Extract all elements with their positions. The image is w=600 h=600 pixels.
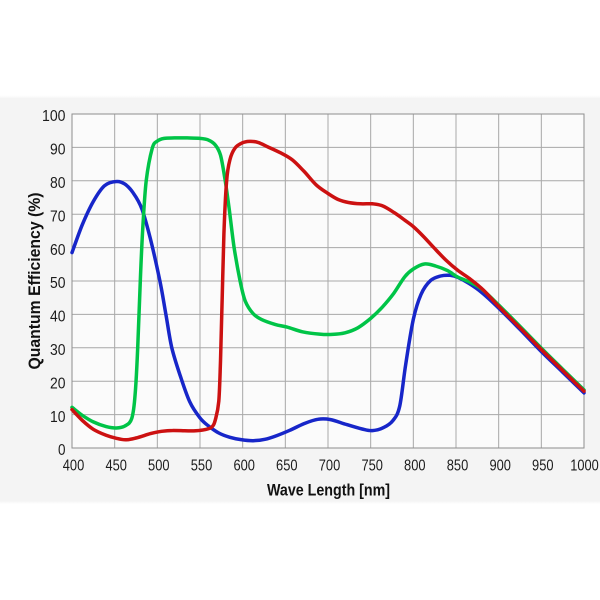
svg-text:1000: 1000	[570, 458, 599, 475]
svg-text:750: 750	[361, 458, 383, 475]
svg-text:Quantum Efficiency (%): Quantum Efficiency (%)	[25, 193, 44, 370]
svg-text:10: 10	[50, 409, 66, 426]
svg-text:30: 30	[50, 342, 66, 359]
svg-text:500: 500	[148, 458, 170, 475]
svg-text:900: 900	[489, 458, 511, 475]
svg-text:450: 450	[105, 458, 127, 475]
svg-text:70: 70	[50, 208, 66, 225]
svg-text:50: 50	[50, 275, 66, 292]
svg-text:20: 20	[50, 375, 66, 392]
svg-text:80: 80	[50, 175, 66, 192]
svg-text:40: 40	[50, 309, 66, 326]
svg-text:0: 0	[58, 442, 66, 459]
svg-text:700: 700	[319, 458, 341, 475]
svg-text:950: 950	[532, 458, 554, 475]
svg-text:650: 650	[276, 458, 298, 475]
svg-text:800: 800	[404, 458, 426, 475]
svg-text:550: 550	[191, 458, 213, 475]
svg-text:600: 600	[233, 458, 255, 475]
svg-text:100: 100	[42, 108, 66, 125]
svg-text:60: 60	[50, 242, 66, 259]
svg-text:Wave Length [nm]: Wave Length [nm]	[267, 481, 390, 500]
svg-text:850: 850	[447, 458, 469, 475]
svg-text:400: 400	[63, 458, 85, 475]
svg-text:90: 90	[50, 142, 66, 159]
